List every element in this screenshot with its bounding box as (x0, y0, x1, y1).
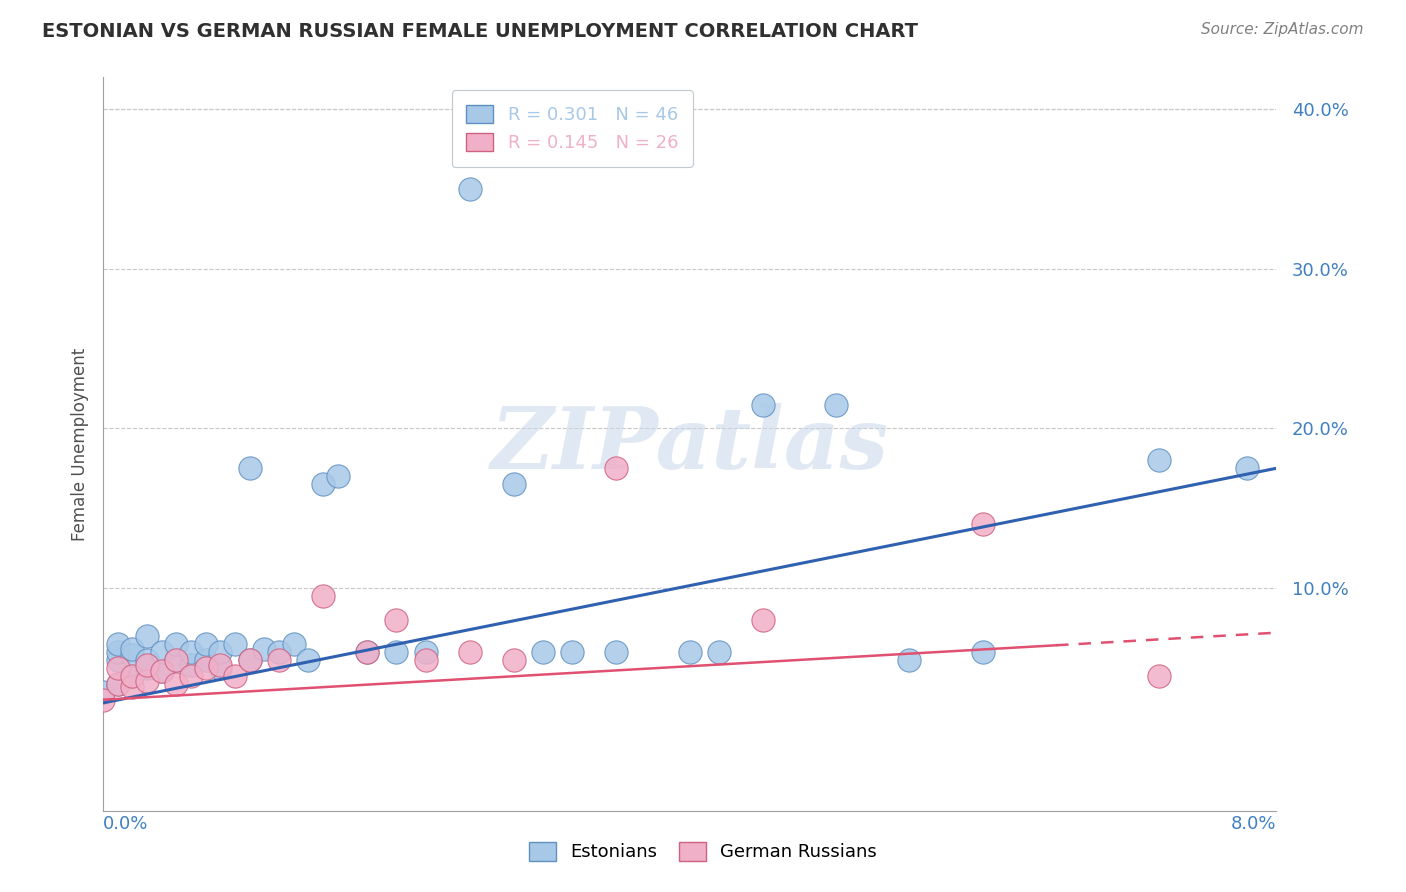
Point (415, 653, 437, 667)
Point (121, 641, 143, 656)
Point (356, 645, 378, 659)
Point (312, 477, 335, 491)
Point (707, 645, 730, 659)
Point (194, 653, 217, 667)
Point (180, 669, 202, 683)
Point (1147, 453, 1170, 467)
Point (561, 645, 583, 659)
Text: Source: ZipAtlas.com: Source: ZipAtlas.com (1201, 22, 1364, 37)
Point (121, 648, 143, 662)
Point (239, 653, 262, 667)
Point (209, 657, 232, 672)
Point (121, 669, 143, 683)
Point (150, 664, 173, 678)
Text: ZIPatlas: ZIPatlas (491, 402, 889, 486)
Point (458, 182, 481, 196)
Point (752, 398, 775, 412)
Point (267, 653, 290, 667)
Point (1236, 461, 1258, 475)
Point (180, 645, 202, 659)
Point (283, 637, 305, 651)
Point (752, 613, 775, 627)
Point (107, 677, 129, 691)
Point (224, 669, 246, 683)
Text: 0.0%: 0.0% (103, 814, 149, 832)
Point (356, 645, 378, 659)
Point (1147, 669, 1170, 683)
Point (121, 680, 143, 694)
Point (385, 645, 408, 659)
Text: 8.0%: 8.0% (1230, 814, 1277, 832)
Point (136, 629, 159, 643)
Point (165, 653, 187, 667)
Point (136, 661, 159, 675)
Point (239, 461, 262, 475)
Point (605, 645, 627, 659)
Point (107, 637, 129, 651)
Point (150, 645, 173, 659)
Point (415, 645, 437, 659)
Point (165, 677, 187, 691)
Text: ESTONIAN VS GERMAN RUSSIAN FEMALE UNEMPLOYMENT CORRELATION CHART: ESTONIAN VS GERMAN RUSSIAN FEMALE UNEMPL… (42, 22, 918, 41)
Point (194, 661, 217, 675)
Point (297, 653, 319, 667)
Point (972, 645, 994, 659)
Point (107, 653, 129, 667)
Point (107, 645, 129, 659)
Point (150, 664, 173, 678)
Point (972, 517, 994, 532)
Point (209, 645, 232, 659)
Point (326, 469, 349, 483)
Point (136, 673, 159, 688)
Point (165, 637, 187, 651)
Legend: R = 0.301   N = 46, R = 0.145   N = 26: R = 0.301 N = 46, R = 0.145 N = 26 (451, 90, 693, 167)
Point (91, 684, 114, 698)
Point (502, 477, 524, 491)
Point (209, 661, 232, 675)
Point (605, 461, 627, 475)
Point (385, 613, 408, 627)
Point (165, 653, 187, 667)
Point (502, 653, 524, 667)
Point (107, 661, 129, 675)
Point (136, 653, 159, 667)
Point (180, 657, 202, 672)
Point (253, 641, 276, 656)
Y-axis label: Female Unemployment: Female Unemployment (72, 348, 89, 541)
Point (136, 657, 159, 672)
Point (898, 653, 921, 667)
Point (267, 645, 290, 659)
Point (678, 645, 700, 659)
Point (91, 692, 114, 706)
Point (825, 398, 848, 412)
Legend: Estonians, German Russians: Estonians, German Russians (516, 830, 890, 874)
Point (458, 645, 481, 659)
Point (312, 589, 335, 603)
Point (531, 645, 554, 659)
Point (224, 637, 246, 651)
Point (194, 637, 217, 651)
Point (107, 677, 129, 691)
Point (121, 669, 143, 683)
Point (239, 653, 262, 667)
